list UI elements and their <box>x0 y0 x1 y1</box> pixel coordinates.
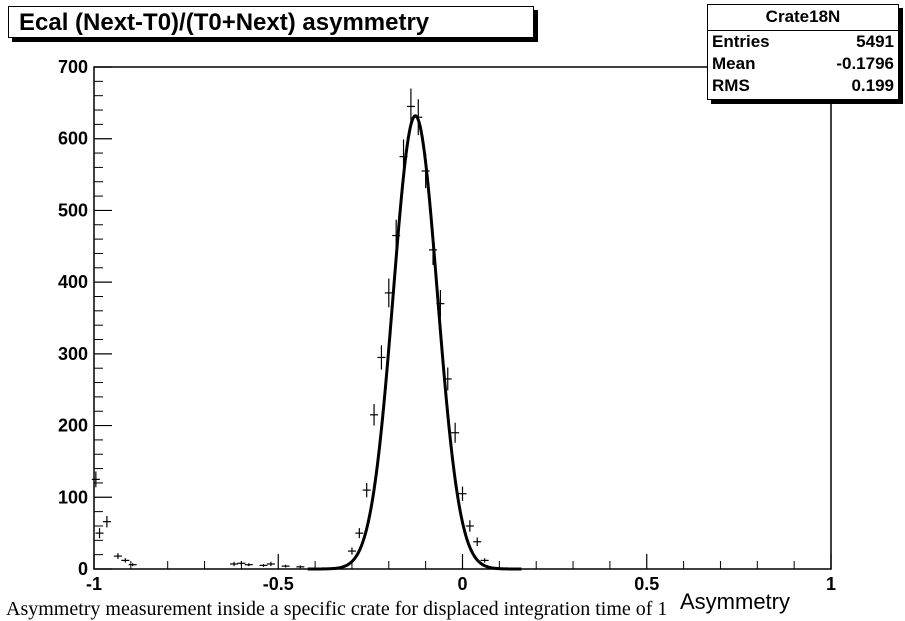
stats-entries-label: Entries <box>712 32 770 51</box>
data-point <box>296 565 305 569</box>
data-point <box>244 563 253 567</box>
stats-mean-value: -0.1796 <box>836 54 894 73</box>
x-tick-label: 0 <box>457 574 467 594</box>
data-point <box>95 528 104 539</box>
data-point <box>406 88 415 125</box>
axis-ticks <box>93 66 832 570</box>
figure-caption: Asymmetry measurement inside a specific … <box>6 598 668 620</box>
data-point <box>480 558 489 563</box>
x-tick-label: -1 <box>86 574 102 594</box>
data-point <box>259 563 268 567</box>
data-point <box>355 528 364 539</box>
y-tick-label: 400 <box>58 272 88 292</box>
x-tick-label: 0.5 <box>634 574 659 594</box>
stats-row-mean: Mean -0.1796 <box>708 53 898 75</box>
stats-rms-label: RMS <box>712 76 750 95</box>
y-tick-label: 500 <box>58 200 88 220</box>
chart-title: Ecal (Next-T0)/(T0+Next) asymmetry <box>8 6 534 38</box>
data-point <box>102 515 111 528</box>
x-tick-label: -0.5 <box>263 574 294 594</box>
data-point <box>362 482 371 498</box>
data-point <box>451 422 460 443</box>
data-point <box>121 558 130 563</box>
stats-histogram-name: Crate18N <box>708 5 898 31</box>
data-point <box>465 520 474 532</box>
data-point <box>266 561 275 567</box>
data-point <box>113 553 122 559</box>
y-tick-label: 700 <box>58 57 88 77</box>
y-axis-tick-labels: 0 100 200 300 400 500 600 700 <box>58 57 88 579</box>
y-tick-label: 100 <box>58 487 88 507</box>
data-point <box>347 547 356 555</box>
data-point <box>458 486 467 501</box>
y-tick-label: 600 <box>58 129 88 149</box>
x-axis-title: Asymmetry <box>680 589 790 614</box>
data-point <box>370 404 379 426</box>
stats-box: Crate18N Entries 5491 Mean -0.1796 RMS 0… <box>707 4 899 100</box>
data-point <box>281 564 290 568</box>
data-point <box>128 563 137 567</box>
stats-entries-value: 5491 <box>856 32 894 51</box>
stats-row-rms: RMS 0.199 <box>708 75 898 97</box>
y-tick-label: 200 <box>58 416 88 436</box>
stats-mean-label: Mean <box>712 54 756 73</box>
data-points <box>91 88 489 569</box>
y-tick-label: 300 <box>58 344 88 364</box>
x-axis-tick-labels: -1 -0.5 0 0.5 1 <box>86 574 836 594</box>
data-point <box>473 537 482 547</box>
stats-row-entries: Entries 5491 <box>708 31 898 53</box>
data-point <box>384 278 393 308</box>
data-point <box>377 345 386 370</box>
data-point <box>91 471 100 488</box>
x-tick-label: 1 <box>826 574 836 594</box>
data-point <box>230 561 239 567</box>
data-point <box>237 561 246 566</box>
stats-rms-value: 0.199 <box>851 76 894 95</box>
y-tick-label: 0 <box>78 559 88 579</box>
gaussian-fit-curve <box>307 114 522 571</box>
